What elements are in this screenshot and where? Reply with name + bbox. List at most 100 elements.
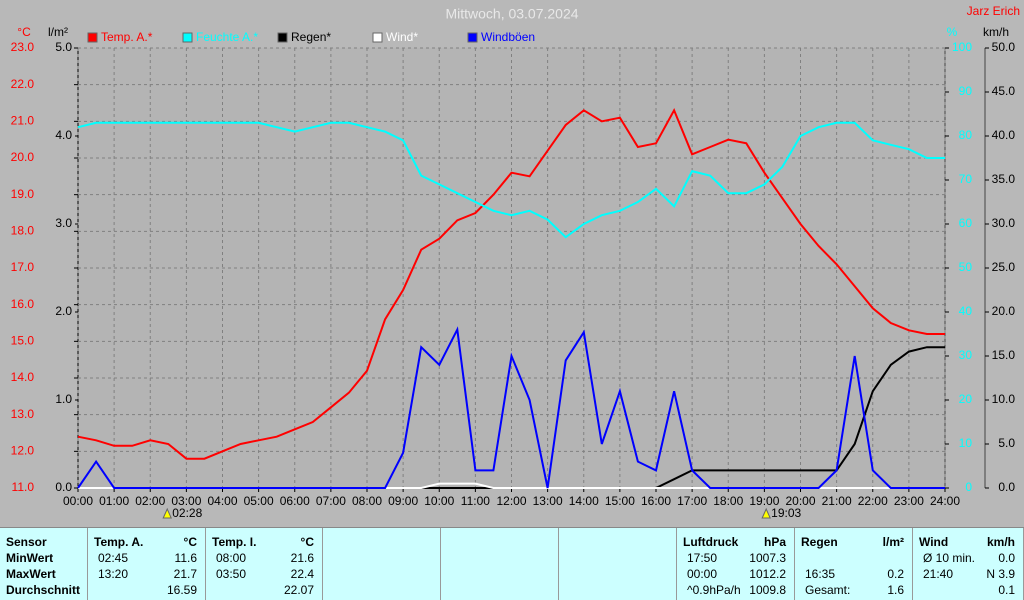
y3-axis-unit: l/m² [48, 25, 68, 39]
stat-value: 1009.8 [749, 583, 786, 597]
stat-label: Ø 10 min. [923, 551, 976, 565]
empty-column [323, 528, 441, 600]
y-tick-label: 0.0 [998, 480, 1015, 494]
stat-value: 22.07 [283, 583, 314, 597]
stat-value: 22.4 [290, 567, 314, 581]
column-header: Luftdruck [683, 535, 739, 549]
stat-value: N 3.9 [986, 567, 1015, 581]
y-tick-label: 30 [959, 348, 973, 362]
x-tick-label: 22:00 [858, 494, 888, 508]
series-line [77, 121, 945, 239]
x-tick-label: 21:00 [822, 494, 852, 508]
y-tick-label: 15.0 [11, 334, 35, 348]
x-tick-label: 03:00 [171, 494, 201, 508]
stat-label: 17:50 [687, 551, 718, 565]
stats-table: Sensor MinWert MaxWert Durchschnitt Temp. A.… [0, 527, 1024, 600]
sensor-column: Sensor MinWert MaxWert Durchschnitt [0, 528, 88, 600]
x-tick-label: 00:00 [63, 494, 93, 508]
stat-label: 13:20 [98, 567, 129, 581]
y-tick-label: 1.0 [55, 392, 72, 406]
x-tick-label: 05:00 [244, 494, 274, 508]
author: Jarz Erich [967, 4, 1020, 18]
y-tick-label: 12.0 [11, 444, 35, 458]
y-tick-label: 40 [959, 304, 973, 318]
x-tick-label: 19:00 [749, 494, 779, 508]
y-tick-label: 30.0 [992, 216, 1016, 230]
empty-column [559, 528, 677, 600]
stats-column: Temp. I. °C 08:00 21.6 03:50 22.4 22.07 [206, 528, 323, 600]
column-header: Temp. I. [212, 535, 257, 549]
y-tick-label: 40.0 [992, 128, 1016, 142]
x-tick-label: 08:00 [352, 494, 382, 508]
legend-label: Temp. A.* [101, 30, 153, 44]
y-tick-label: 23.0 [11, 40, 35, 54]
y-tick-label: 5.0 [55, 40, 72, 54]
y-tick-label: 22.0 [11, 77, 35, 91]
column-unit: °C [183, 535, 197, 549]
legend-label: Feuchte A.* [196, 30, 258, 44]
y-tick-label: 35.0 [992, 172, 1016, 186]
annotation-label: 19:03 [771, 506, 801, 520]
y-tick-label: 3.0 [55, 216, 72, 230]
annotation-marker [761, 507, 771, 519]
stats-column: Wind km/h Ø 10 min. 0.0 21:40 N 3.9 0.1 [913, 528, 1024, 600]
x-tick-label: 07:00 [316, 494, 346, 508]
x-tick-label: 01:00 [99, 494, 129, 508]
x-tick-label: 06:00 [280, 494, 310, 508]
series-line [77, 326, 945, 489]
y-tick-label: 15.0 [992, 348, 1016, 362]
annotation-marker [162, 507, 172, 519]
row-header: Durchschnitt [6, 583, 81, 597]
y-tick-label: 0 [965, 480, 972, 494]
column-unit: hPa [763, 535, 786, 549]
legend-swatch [277, 32, 288, 43]
y-tick-label: 50 [959, 260, 973, 274]
legend-label: Windböen [481, 30, 535, 44]
y2-axis-unit: % [947, 25, 958, 39]
y-tick-label: 10.0 [992, 392, 1016, 406]
legend-swatch [182, 32, 193, 43]
stat-value: 0.1 [998, 583, 1015, 597]
y-tick-label: 13.0 [11, 407, 35, 421]
y4-axis-unit: km/h [983, 25, 1009, 39]
row-header: MaxWert [6, 567, 56, 581]
column-unit: km/h [986, 535, 1015, 549]
y-tick-label: 5.0 [998, 436, 1015, 450]
x-tick-label: 15:00 [605, 494, 635, 508]
stats-column: Luftdruck hPa 17:50 1007.3 00:00 1012.2 ^0.9hP… [677, 528, 795, 600]
y-tick-label: 19.0 [11, 187, 35, 201]
column-header: Wind [919, 535, 949, 549]
y-tick-label: 11.0 [12, 480, 35, 494]
x-tick-label: 18:00 [713, 494, 743, 508]
stat-label: 16:35 [805, 567, 836, 581]
y-tick-label: 2.0 [55, 304, 72, 318]
stat-value: 1007.3 [749, 551, 786, 565]
stat-value: 11.6 [174, 551, 197, 565]
x-tick-label: 12:00 [496, 494, 526, 508]
stat-value: 0.2 [887, 567, 904, 581]
chart-title: Mittwoch, 03.07.2024 [445, 6, 578, 22]
y-tick-label: 20 [959, 392, 973, 406]
x-tick-label: 09:00 [388, 494, 418, 508]
stat-value: 1.6 [887, 583, 904, 597]
y-axis-unit: °C [17, 25, 31, 39]
y-tick-label: 21.0 [11, 114, 35, 128]
y-tick-label: 16.0 [11, 297, 35, 311]
y-tick-label: 0.0 [55, 480, 72, 494]
stat-value: 1012.2 [749, 567, 786, 581]
x-tick-label: 02:00 [135, 494, 165, 508]
stat-label: 08:00 [216, 551, 247, 565]
x-tick-label: 16:00 [641, 494, 671, 508]
y-tick-label: 17.0 [11, 260, 35, 274]
y-tick-label: 60 [959, 216, 973, 230]
y-tick-label: 50.0 [992, 40, 1016, 54]
column-header: Regen [801, 535, 838, 549]
y-tick-label: 25.0 [992, 260, 1016, 274]
stat-value: 0.0 [998, 551, 1015, 565]
x-tick-label: 14:00 [569, 494, 599, 508]
stat-label: 03:50 [216, 567, 247, 581]
stat-label: Gesamt: [805, 583, 851, 597]
y-tick-label: 70 [959, 172, 973, 186]
stat-value: 21.6 [290, 551, 314, 565]
